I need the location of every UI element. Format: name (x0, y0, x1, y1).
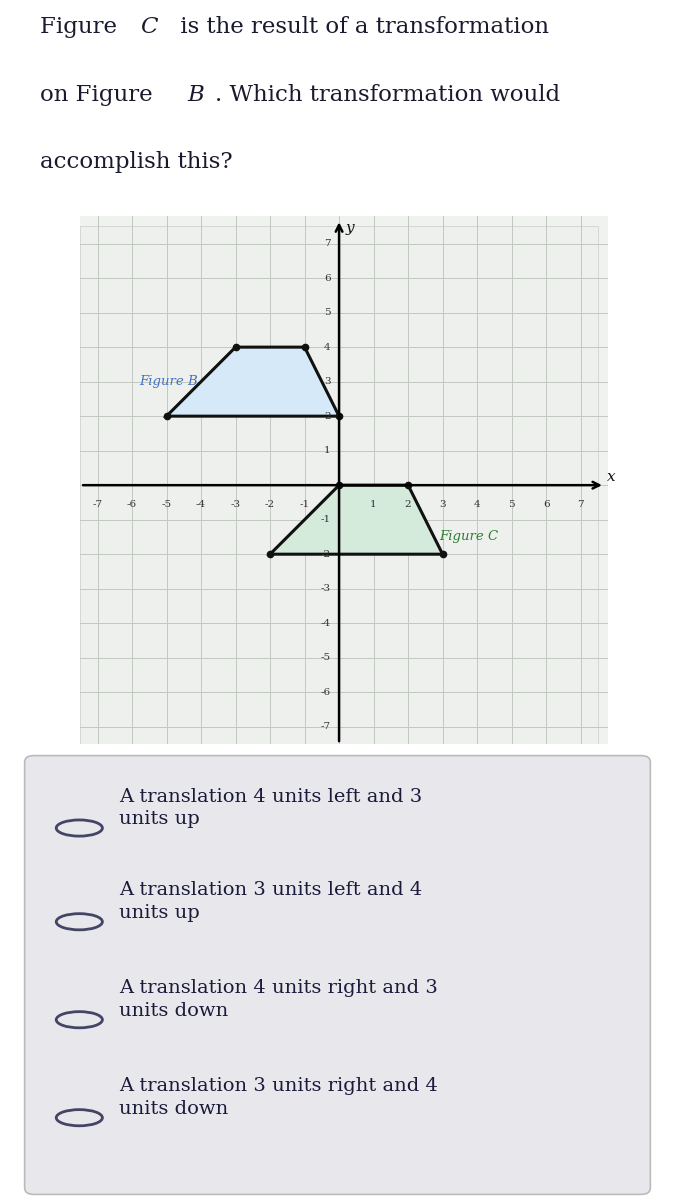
Text: 2: 2 (405, 499, 411, 509)
Text: A translation 4 units left and 3
units up: A translation 4 units left and 3 units u… (119, 787, 422, 828)
Text: -1: -1 (300, 499, 310, 509)
Text: Figure: Figure (40, 17, 125, 38)
Polygon shape (270, 485, 443, 554)
Text: -7: -7 (321, 722, 331, 731)
Text: A translation 4 units right and 3
units down: A translation 4 units right and 3 units … (119, 979, 437, 1020)
Text: y: y (346, 221, 354, 235)
Text: accomplish this?: accomplish this? (40, 151, 233, 173)
Text: 1: 1 (324, 446, 331, 455)
Text: C: C (140, 17, 158, 38)
Text: -5: -5 (321, 653, 331, 662)
Text: 3: 3 (324, 377, 331, 386)
Text: A translation 3 units left and 4
units up: A translation 3 units left and 4 units u… (119, 881, 422, 922)
Polygon shape (167, 347, 339, 416)
Text: -2: -2 (265, 499, 275, 509)
Text: B: B (188, 84, 205, 106)
Text: . Which transformation would: . Which transformation would (215, 84, 560, 106)
Text: -6: -6 (127, 499, 137, 509)
Text: 3: 3 (439, 499, 446, 509)
Text: 6: 6 (543, 499, 549, 509)
Text: -3: -3 (230, 499, 240, 509)
Text: 5: 5 (324, 308, 331, 317)
Text: -2: -2 (321, 550, 331, 559)
Text: 7: 7 (324, 239, 331, 248)
Text: -3: -3 (321, 584, 331, 593)
Text: 4: 4 (324, 343, 331, 352)
FancyBboxPatch shape (25, 756, 651, 1194)
Text: -1: -1 (321, 515, 331, 524)
Text: Figure C: Figure C (439, 530, 498, 544)
Text: 4: 4 (474, 499, 481, 509)
Text: 1: 1 (371, 499, 377, 509)
Text: -4: -4 (196, 499, 206, 509)
Text: 7: 7 (577, 499, 584, 509)
Text: A translation 3 units right and 4
units down: A translation 3 units right and 4 units … (119, 1078, 437, 1118)
Text: on Figure: on Figure (40, 84, 161, 106)
Text: -7: -7 (92, 499, 103, 509)
Text: x: x (607, 469, 615, 484)
Text: 5: 5 (508, 499, 515, 509)
Text: -6: -6 (321, 688, 331, 697)
Text: 2: 2 (324, 412, 331, 421)
Text: 6: 6 (324, 274, 331, 283)
Text: -4: -4 (321, 619, 331, 628)
Text: -5: -5 (161, 499, 171, 509)
Text: Figure B: Figure B (139, 376, 198, 388)
Text: is the result of a transformation: is the result of a transformation (173, 17, 549, 38)
